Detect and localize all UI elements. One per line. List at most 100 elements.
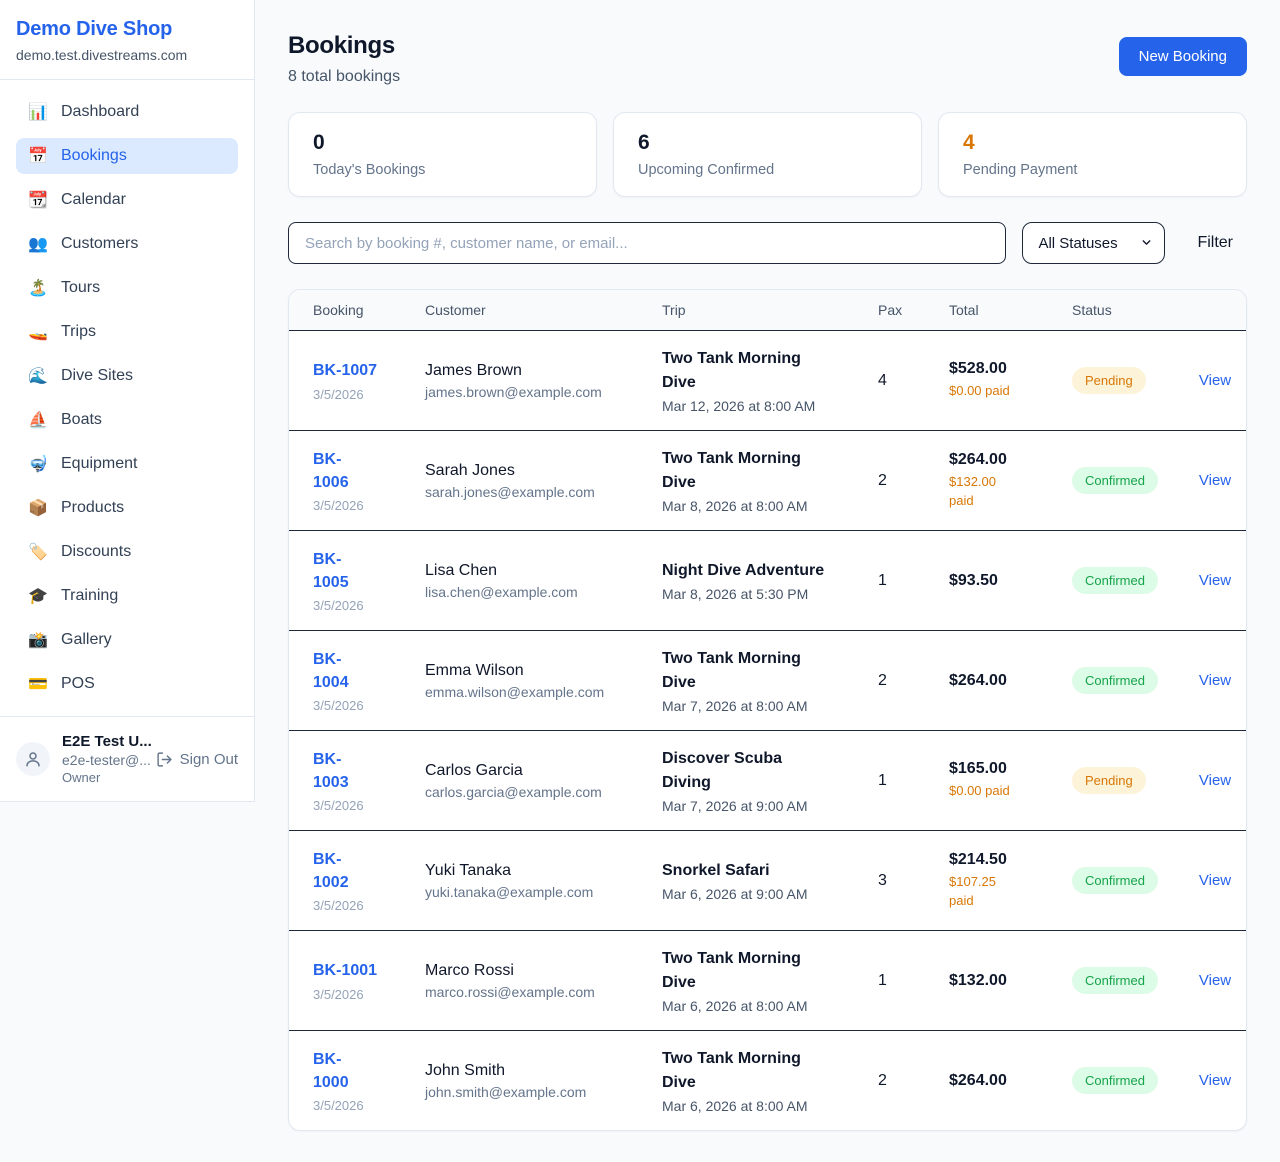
sidebar-item-boats[interactable]: ⛵ Boats xyxy=(16,402,238,438)
table-row: BK-1004 3/5/2026 Emma Wilson emma.wilson… xyxy=(289,630,1246,730)
customer-cell: Lisa Chen lisa.chen@example.com xyxy=(401,548,638,614)
customer-cell: John Smith john.smith@example.com xyxy=(401,1048,638,1114)
trip-cell: Two Tank Morning Dive Mar 6, 2026 at 8:0… xyxy=(638,1033,854,1128)
view-link[interactable]: View xyxy=(1198,371,1232,389)
total-cell: $93.50 xyxy=(925,558,1048,604)
customer-email: lisa.chen@example.com xyxy=(425,583,578,600)
person-icon xyxy=(26,752,40,767)
trip-datetime: Mar 6, 2026 at 9:00 AM xyxy=(662,886,808,902)
user-name: E2E Test U... xyxy=(62,733,152,750)
customer-cell: Yuki Tanaka yuki.tanaka@example.com xyxy=(401,848,638,914)
column-header-customer: Customer xyxy=(425,302,486,318)
sign-out-button[interactable]: Sign Out xyxy=(156,751,238,768)
sidebar-item-calendar[interactable]: 📆 Calendar xyxy=(16,182,238,218)
trip-datetime: Mar 6, 2026 at 8:00 AM xyxy=(662,1098,808,1114)
booking-date: 3/5/2026 xyxy=(313,898,364,914)
total-amount: $132.00 xyxy=(949,971,1007,989)
user-role: Owner xyxy=(62,770,101,785)
sidebar-item-pos[interactable]: 💳 POS xyxy=(16,666,238,702)
booking-date: 3/5/2026 xyxy=(313,598,364,614)
trip-cell: Night Dive Adventure Mar 8, 2026 at 5:30… xyxy=(638,545,854,616)
pax-count: 2 xyxy=(878,471,887,489)
stat-label: Pending Payment xyxy=(963,162,1078,178)
booking-number-link[interactable]: BK-1004 xyxy=(313,650,349,691)
status-cell: Confirmed xyxy=(1048,953,1168,1008)
trip-cell: Two Tank Morning Dive Mar 12, 2026 at 8:… xyxy=(638,333,854,428)
sidebar-item-gallery[interactable]: 📸 Gallery xyxy=(16,622,238,658)
view-link[interactable]: View xyxy=(1198,671,1232,689)
new-booking-button[interactable]: New Booking xyxy=(1118,37,1247,76)
sidebar-item-label: Products xyxy=(61,499,125,516)
sidebar-item-discounts[interactable]: 🏷️ Discounts xyxy=(16,534,238,570)
view-link[interactable]: View xyxy=(1198,471,1232,489)
total-cell: $528.00 $0.00 paid xyxy=(925,346,1048,414)
trip-datetime: Mar 8, 2026 at 8:00 AM xyxy=(662,498,808,514)
sidebar-item-label: Training xyxy=(61,587,119,604)
sidebar-item-training[interactable]: 🎓 Training xyxy=(16,578,238,614)
filter-button[interactable]: Filter xyxy=(1183,226,1247,260)
sidebar-item-label: Customers xyxy=(61,235,139,252)
booking-number-link[interactable]: BK-1007 xyxy=(313,362,378,380)
boats-icon: ⛵ xyxy=(28,412,48,429)
gallery-icon: 📸 xyxy=(28,632,48,649)
customer-name: Carlos Garcia xyxy=(425,761,523,779)
booking-number-link[interactable]: BK-1000 xyxy=(313,1050,349,1091)
sidebar-item-equipment[interactable]: 🤿 Equipment xyxy=(16,446,238,482)
total-cell: $264.00 $132.00 paid xyxy=(925,437,1048,523)
sidebar-item-label: Dashboard xyxy=(61,103,140,120)
customer-email: james.brown@example.com xyxy=(425,383,602,400)
sidebar-item-customers[interactable]: 👥 Customers xyxy=(16,226,238,262)
booking-number-link[interactable]: BK-1002 xyxy=(313,850,349,891)
total-amount: $93.50 xyxy=(949,571,998,589)
view-link[interactable]: View xyxy=(1198,871,1232,889)
view-link[interactable]: View xyxy=(1198,971,1232,989)
trip-cell: Discover Scuba Diving Mar 7, 2026 at 9:0… xyxy=(638,733,854,828)
sidebar-item-products[interactable]: 📦 Products xyxy=(16,490,238,526)
sidebar-nav: 📊 Dashboard 📅 Bookings 📆 Calendar 👥 Cust… xyxy=(0,80,254,716)
sidebar-item-label: Gallery xyxy=(61,631,112,648)
sidebar-item-dive-sites[interactable]: 🌊 Dive Sites xyxy=(16,358,238,394)
booking-cell: BK-1002 3/5/2026 xyxy=(289,834,401,927)
trip-name: Two Tank Morning Dive xyxy=(662,650,801,691)
booking-cell: BK-1006 3/5/2026 xyxy=(289,434,401,527)
brand: Demo Dive Shop demo.test.divestreams.com xyxy=(0,0,254,80)
search-input[interactable] xyxy=(288,222,1007,264)
trip-name: Two Tank Morning Dive xyxy=(662,450,801,491)
sidebar-item-dashboard[interactable]: 📊 Dashboard xyxy=(16,94,238,130)
stats-row: 0 Today's Bookings 6 Upcoming Confirmed … xyxy=(288,112,1247,197)
total-cell: $264.00 xyxy=(925,1058,1048,1104)
trip-name: Night Dive Adventure xyxy=(662,562,825,579)
status-cell: Confirmed xyxy=(1048,553,1168,608)
trips-icon: 🚤 xyxy=(28,324,48,341)
trip-datetime: Mar 7, 2026 at 9:00 AM xyxy=(662,798,808,814)
sidebar-item-bookings[interactable]: 📅 Bookings xyxy=(16,138,238,174)
status-badge: Confirmed xyxy=(1072,667,1158,694)
page-header: Bookings 8 total bookings New Booking xyxy=(288,32,1247,86)
status-cell: Confirmed xyxy=(1048,653,1168,708)
status-filter: All Statuses xyxy=(1022,222,1166,264)
view-link[interactable]: View xyxy=(1198,1071,1232,1089)
view-link[interactable]: View xyxy=(1198,571,1232,589)
user-section: E2E Test U... e2e-tester@... Owner Sign … xyxy=(0,716,254,801)
booking-date: 3/5/2026 xyxy=(313,986,364,1002)
booking-cell: BK-1000 3/5/2026 xyxy=(289,1034,401,1127)
table-row: BK-1007 3/5/2026 James Brown james.brown… xyxy=(289,330,1246,430)
view-link[interactable]: View xyxy=(1198,771,1232,789)
sidebar-item-trips[interactable]: 🚤 Trips xyxy=(16,314,238,350)
sidebar-item-tours[interactable]: 🏝️ Tours xyxy=(16,270,238,306)
booking-number-link[interactable]: BK-1005 xyxy=(313,550,349,591)
sign-out-label: Sign Out xyxy=(179,750,238,768)
actions-cell: View xyxy=(1168,658,1246,704)
table-row: BK-1003 3/5/2026 Carlos Garcia carlos.ga… xyxy=(289,730,1246,830)
actions-cell: View xyxy=(1168,758,1246,804)
status-badge: Confirmed xyxy=(1072,567,1158,594)
booking-number-link[interactable]: BK-1001 xyxy=(313,962,378,980)
total-amount: $214.50 xyxy=(949,851,1007,869)
booking-number-link[interactable]: BK-1003 xyxy=(313,750,349,791)
booking-number-link[interactable]: BK-1006 xyxy=(313,450,349,491)
customer-name: James Brown xyxy=(425,361,522,379)
pax-count: 1 xyxy=(878,571,887,589)
status-filter-select[interactable]: All Statuses xyxy=(1022,222,1166,264)
stat-card: 6 Upcoming Confirmed xyxy=(613,112,922,197)
paid-amount: $0.00 paid xyxy=(949,783,1010,799)
